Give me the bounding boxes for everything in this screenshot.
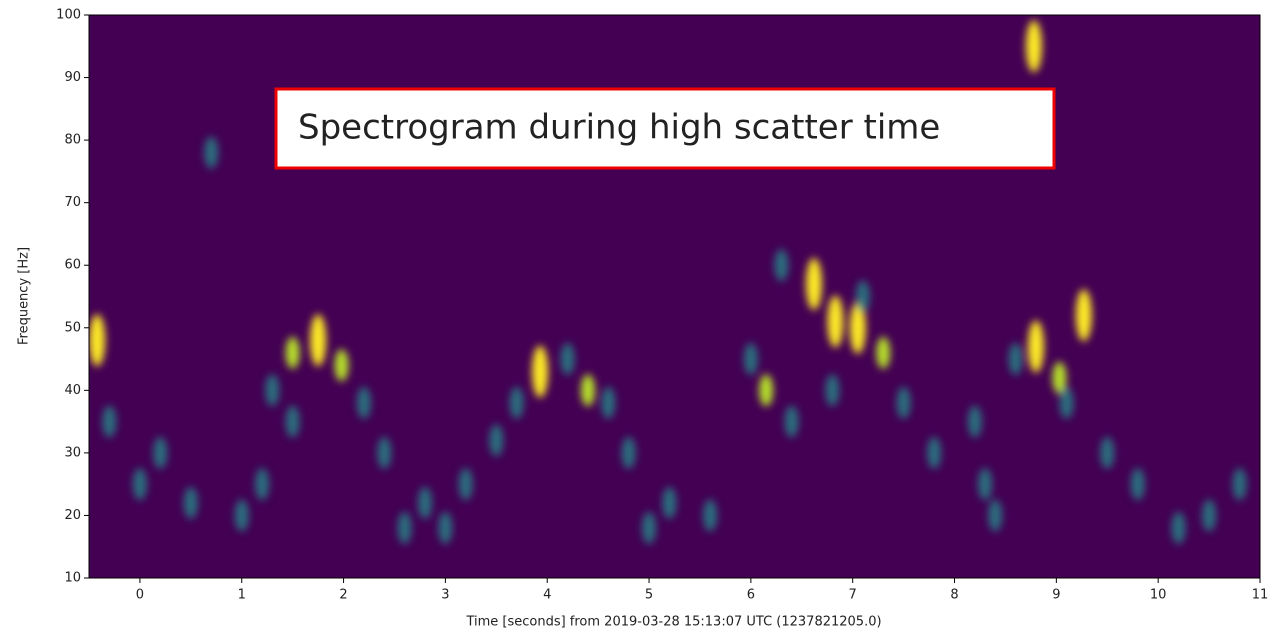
plot-frame (88, 14, 1261, 579)
x-tick-label: 2 (339, 588, 347, 603)
x-tick-label: 9 (1052, 588, 1060, 603)
hotspot (988, 499, 1003, 532)
hotspot (1232, 468, 1247, 501)
hotspot (310, 314, 327, 367)
x-tick-label: 3 (441, 588, 449, 603)
x-tick-label: 6 (747, 588, 755, 603)
hotspot (784, 405, 799, 438)
hotspot (621, 436, 636, 469)
hotspot (560, 343, 575, 376)
hotspot (102, 405, 117, 438)
annotation-box (274, 87, 1056, 170)
hotspot (927, 436, 942, 469)
hotspot (132, 468, 147, 501)
hotspot (896, 386, 911, 419)
hotspot (703, 499, 718, 532)
x-axis-label: Time [seconds] from 2019-03-28 15:13:07 … (465, 615, 881, 630)
hotspot (234, 499, 249, 532)
y-tick-label: 90 (64, 70, 81, 85)
y-axis-label: Frequency [Hz] (17, 247, 32, 345)
hotspot (532, 345, 549, 398)
hotspot (153, 436, 168, 469)
y-tick-label: 100 (56, 8, 81, 23)
hotspot (285, 336, 300, 369)
hotspot (580, 374, 595, 407)
x-tick-label: 7 (849, 588, 857, 603)
hotspot (1171, 511, 1186, 544)
hotspot (827, 295, 844, 348)
hotspot (759, 374, 774, 407)
hotspot (89, 314, 106, 367)
hotspot (855, 280, 870, 313)
x-tick-label: 1 (238, 588, 246, 603)
hotspot (774, 249, 789, 282)
hotspot (642, 511, 657, 544)
y-tick-label: 60 (64, 258, 81, 273)
hotspot (1202, 499, 1217, 532)
hotspot (849, 301, 866, 354)
hotspot (806, 257, 823, 310)
x-tick-label: 8 (950, 588, 958, 603)
y-tick-label: 80 (64, 133, 81, 148)
hotspots (89, 20, 1247, 544)
hotspot (285, 405, 300, 438)
y-tick-label: 30 (64, 445, 81, 460)
hotspot (265, 374, 280, 407)
hotspot (1100, 436, 1115, 469)
hotspot (825, 374, 840, 407)
y-tick-label: 70 (64, 195, 81, 210)
annotation: Spectrogram during high scatter time (298, 108, 940, 148)
hotspot (1008, 343, 1023, 376)
hotspot (397, 511, 412, 544)
hotspot (509, 386, 524, 419)
y-tick-label: 20 (64, 508, 81, 523)
hotspot (183, 486, 198, 519)
hotspot (334, 349, 349, 382)
hotspot (1059, 386, 1074, 419)
hotspot (743, 343, 758, 376)
x-tick-label: 5 (645, 588, 653, 603)
hotspot (876, 336, 891, 369)
x-tick-label: 10 (1150, 588, 1167, 603)
hotspot (1052, 361, 1067, 394)
x-tick-label: 0 (136, 588, 144, 603)
hotspot (978, 468, 993, 501)
hotspot (438, 511, 453, 544)
hotspot (255, 468, 270, 501)
y-tick-label: 40 (64, 383, 81, 398)
hotspot (967, 405, 982, 438)
hotspot (662, 486, 677, 519)
hotspot (1130, 468, 1145, 501)
hotspot (204, 136, 219, 169)
y-tick-label: 50 (64, 320, 81, 335)
hotspot (458, 468, 473, 501)
hotspot (1027, 320, 1044, 373)
hotspot (601, 386, 616, 419)
x-tick-label: 4 (543, 588, 551, 603)
hotspot (418, 486, 433, 519)
hotspot (377, 436, 392, 469)
hotspot (356, 386, 371, 419)
hotspot (1025, 20, 1042, 73)
x-tick-label: 11 (1252, 588, 1269, 603)
hotspot (489, 424, 504, 457)
hotspot (1075, 289, 1092, 342)
y-tick-label: 10 (64, 571, 81, 586)
